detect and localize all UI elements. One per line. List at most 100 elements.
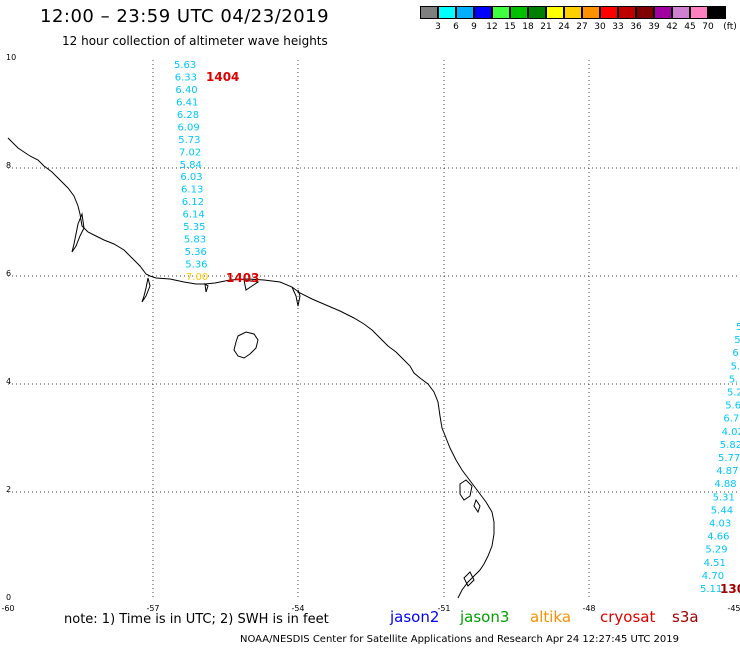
swh-value: 4.87 — [716, 466, 738, 477]
y-tick-label: 6 — [6, 269, 11, 278]
scale-swatch — [546, 6, 564, 19]
x-tick-label: -48 — [582, 604, 595, 613]
swh-value: 5.29 — [705, 545, 727, 556]
swh-value: 4.03 — [709, 519, 731, 530]
scale-swatch — [492, 6, 510, 19]
page-subtitle: 12 hour collection of altimeter wave hei… — [62, 34, 328, 48]
swh-value: 4.51 — [704, 558, 726, 569]
swh-value: 6.14 — [182, 210, 204, 221]
swh-value: 7.00 — [186, 272, 208, 283]
scale-label: 9 — [471, 22, 477, 32]
swh-value: 5.63 — [174, 60, 196, 71]
swh-value: 5.31 — [713, 492, 735, 503]
x-tick-label: -54 — [291, 604, 304, 613]
scale-label: 3 — [435, 22, 441, 32]
scale-swatch — [456, 6, 474, 19]
swh-value: 5.44 — [711, 505, 733, 516]
scale-swatch — [654, 6, 672, 19]
satellite-legend-item: jason3 — [460, 608, 510, 626]
swh-value: 5.36 — [185, 247, 207, 258]
swh-value: 5. — [731, 361, 740, 372]
swh-value: 6.09 — [178, 122, 200, 133]
y-tick-label: 4 — [6, 377, 11, 386]
scale-swatch — [420, 6, 438, 19]
scale-label: 15 — [504, 22, 516, 32]
satellite-legend-item: altika — [530, 608, 572, 626]
pass-time-label: 130 — [720, 582, 740, 596]
axis-ticks: -60 -57 -54 -51 -48 -45 10 8 6 4 2 0 — [1, 53, 740, 613]
scale-unit: (ft) — [723, 22, 737, 32]
scale-label: 30 — [594, 22, 606, 32]
coastline-inlet-east — [141, 277, 260, 303]
scale-swatch — [438, 6, 456, 19]
scale-swatch — [690, 6, 708, 19]
swh-value: 6.13 — [181, 185, 203, 196]
scale-label: 24 — [558, 22, 570, 32]
coastline — [7, 137, 495, 599]
coastline-inlet-west — [71, 212, 85, 253]
swh-value: 5.36 — [185, 260, 207, 271]
scale-label: 45 — [684, 22, 696, 32]
swh-value: 4.02 — [722, 427, 740, 438]
scale-swatch — [636, 6, 654, 19]
scale-label: 18 — [522, 22, 534, 32]
scale-swatch — [510, 6, 528, 19]
swh-value: 6 — [732, 348, 738, 359]
y-tick-label: 10 — [6, 53, 16, 62]
swh-value: 5 — [734, 335, 740, 346]
swh-value: 5.64 — [725, 401, 740, 412]
scale-label: 12 — [486, 22, 498, 32]
x-tick-label: -45 — [727, 604, 740, 613]
swh-value: 6.76 — [723, 414, 740, 425]
swh-value: 6.12 — [182, 197, 204, 208]
swh-value: 5.35 — [183, 222, 205, 233]
x-tick-label: -51 — [437, 604, 450, 613]
y-tick-label: 2 — [6, 485, 11, 494]
swh-value: 5.11 — [700, 584, 722, 595]
satellite-legend-item: cryosat — [600, 608, 656, 626]
scale-swatch — [618, 6, 636, 19]
altimeter-tracks: 5.636.33 6.406.41 6.286.09 5.737.02 5.846.03… — [174, 60, 740, 596]
y-tick-label: 0 — [6, 593, 11, 602]
footer-credit: NOAA/NESDIS Center for Satellite Applica… — [240, 634, 679, 645]
swh-value: 5.83 — [184, 235, 206, 246]
pass-time-label: 1404 — [206, 70, 239, 84]
coastline-lower-islands — [459, 479, 481, 587]
swh-value: 6.41 — [176, 97, 198, 108]
scale-label: 27 — [576, 22, 588, 32]
swh-value: 6.33 — [175, 72, 197, 83]
swh-value: 6.40 — [175, 85, 197, 96]
scale-swatch — [708, 6, 726, 19]
page-title: 12:00 – 23:59 UTC 04/23/2019 — [40, 6, 330, 27]
swh-value: 4.66 — [707, 532, 729, 543]
scale-label: 6 — [453, 22, 459, 32]
coastline-bay — [291, 286, 301, 307]
scale-swatch — [474, 6, 492, 19]
scale-label: 21 — [540, 22, 552, 32]
swh-value: 5. — [729, 374, 739, 385]
swh-value: 6.28 — [177, 110, 199, 121]
scale-swatch — [528, 6, 546, 19]
swh-value: 5.84 — [180, 160, 202, 171]
swh-value: 4.88 — [714, 479, 736, 490]
swh-value: 7.02 — [179, 147, 201, 158]
swh-value: 5.82 — [720, 440, 740, 451]
footer-note: note: 1) Time is in UTC; 2) SWH is in fe… — [64, 612, 329, 627]
swh-value: 5 — [736, 322, 740, 333]
scale-swatch — [672, 6, 690, 19]
scale-label: 39 — [648, 22, 660, 32]
swh-value: 4.70 — [702, 571, 724, 582]
pass-time-label: 1403 — [226, 271, 259, 285]
swh-value: 5.77 — [718, 453, 740, 464]
x-tick-label: -60 — [1, 604, 14, 613]
scale-swatch — [582, 6, 600, 19]
scale-swatch — [564, 6, 582, 19]
y-tick-label: 8 — [6, 161, 11, 170]
swh-value: 5.73 — [178, 135, 200, 146]
scale-label: 42 — [666, 22, 678, 32]
satellite-legend-item: jason2 — [390, 608, 440, 626]
scale-label: 36 — [630, 22, 642, 32]
scale-label: 33 — [612, 22, 624, 32]
swh-value: 5.2 — [727, 388, 740, 399]
